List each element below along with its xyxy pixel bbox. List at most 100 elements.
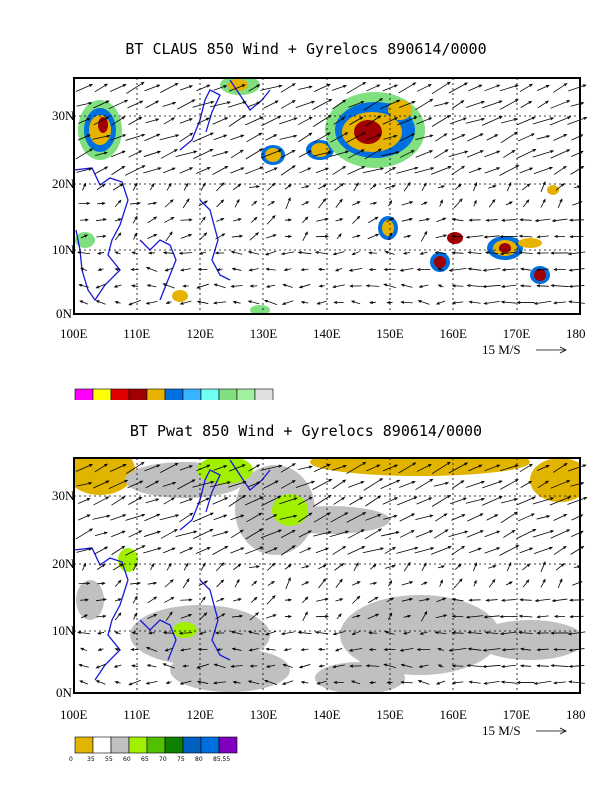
wind-vector: [569, 665, 585, 667]
wind-vector: [334, 563, 344, 571]
wind-vector-head: [380, 547, 385, 551]
wind-vector: [453, 578, 463, 589]
wind-vector-head: [146, 284, 151, 288]
wind-vector-head: [248, 648, 253, 652]
wind-vector-head: [377, 134, 382, 138]
wind-vector-head: [465, 615, 470, 619]
wind-vector-head: [426, 217, 431, 221]
wind-vector-head: [328, 98, 333, 102]
wind-vector-head: [188, 234, 193, 237]
wind-vector-head: [272, 614, 277, 618]
wind-vector: [266, 234, 276, 239]
wind-vector-head: [213, 681, 218, 685]
wind-vector-head: [198, 251, 203, 255]
wind-vector-head: [171, 497, 176, 501]
wind-vector: [231, 615, 243, 618]
wind-vector: [505, 201, 513, 206]
wind-vector-head: [240, 547, 245, 551]
wind-vector-head: [106, 134, 111, 138]
wind-vector-head: [105, 100, 110, 104]
wind-vector: [352, 216, 360, 224]
wind-vector-head: [196, 285, 201, 289]
wind-vector-head: [465, 235, 470, 239]
wind-vector: [285, 197, 291, 210]
wind-vector-head: [356, 201, 361, 205]
wind-vector-head: [484, 251, 489, 255]
wind-vector: [332, 546, 346, 555]
wind-vector-head: [188, 598, 193, 602]
wind-vector: [146, 647, 158, 652]
wind-vector: [284, 184, 292, 190]
wind-vector: [298, 466, 312, 470]
wind-vector: [145, 498, 159, 504]
wind-vector: [505, 581, 513, 586]
wind-vector: [283, 664, 293, 668]
wind-vector-head: [86, 134, 91, 138]
wind-vector: [414, 547, 434, 554]
wind-vector: [248, 251, 260, 255]
wind-vector: [197, 663, 209, 669]
wind-vector-head: [182, 664, 187, 668]
wind-vector: [265, 514, 277, 521]
wind-vector-head: [409, 217, 414, 221]
wind-vector: [452, 252, 464, 254]
wind-vector: [573, 185, 581, 189]
wind-vector: [301, 565, 309, 569]
wind-vector: [468, 252, 482, 254]
wind-vector: [452, 285, 464, 287]
wind-vector-head: [162, 251, 167, 255]
wind-vector: [267, 581, 275, 586]
wind-vector-head: [550, 631, 555, 635]
wind-vector-head: [121, 545, 126, 549]
wind-vector: [366, 464, 380, 472]
wind-vector: [295, 101, 315, 108]
wind-vector: [536, 465, 550, 471]
panel1-xtick: 110E: [123, 326, 150, 341]
wind-vector-head: [461, 545, 466, 550]
wind-vector: [179, 252, 193, 254]
wind-vector: [132, 216, 138, 224]
wind-vector-head: [274, 100, 279, 104]
wind-vector-head: [525, 199, 530, 204]
wind-vector: [550, 149, 570, 159]
wind-vector-head: [508, 201, 513, 205]
wind-vector-head: [278, 464, 283, 468]
wind-vector-head: [316, 681, 321, 685]
wind-vector: [532, 497, 554, 505]
wind-vector-head: [545, 84, 550, 88]
wind-vector: [384, 283, 396, 289]
wind-vector-head: [459, 198, 463, 202]
wind-vector-head: [355, 182, 359, 187]
wind-vector-head: [242, 101, 247, 105]
wind-vector-head: [89, 464, 94, 467]
wind-vector-head: [501, 598, 506, 602]
wind-vector-head: [468, 300, 473, 304]
wind-vector: [228, 481, 246, 488]
wind-vector-head: [579, 150, 584, 154]
wind-vector: [333, 117, 345, 125]
wind-vector: [299, 547, 311, 554]
wind-vector: [452, 598, 464, 602]
wind-vector: [216, 562, 224, 572]
wind-vector: [298, 631, 312, 635]
wind-vector-head: [549, 166, 554, 170]
wind-vector-head: [536, 631, 541, 635]
wind-vector: [333, 631, 345, 635]
wind-vector-head: [480, 100, 485, 104]
wind-vector-head: [206, 464, 211, 468]
wind-vector-head: [577, 185, 582, 189]
wind-vector: [249, 612, 259, 621]
wind-vector: [571, 134, 583, 141]
wind-vector: [431, 495, 451, 507]
wind-vector-head: [501, 268, 506, 272]
wind-vector-head: [546, 515, 551, 519]
wind-vector: [196, 117, 210, 125]
wind-vector: [551, 665, 569, 667]
wind-vector-head: [566, 149, 571, 153]
wind-vector-head: [271, 562, 276, 567]
wind-vector: [76, 168, 92, 173]
wind-vector-head: [196, 300, 201, 304]
wind-vector: [280, 149, 296, 159]
wind-vector: [437, 185, 445, 189]
wind-vector-head: [247, 300, 252, 304]
